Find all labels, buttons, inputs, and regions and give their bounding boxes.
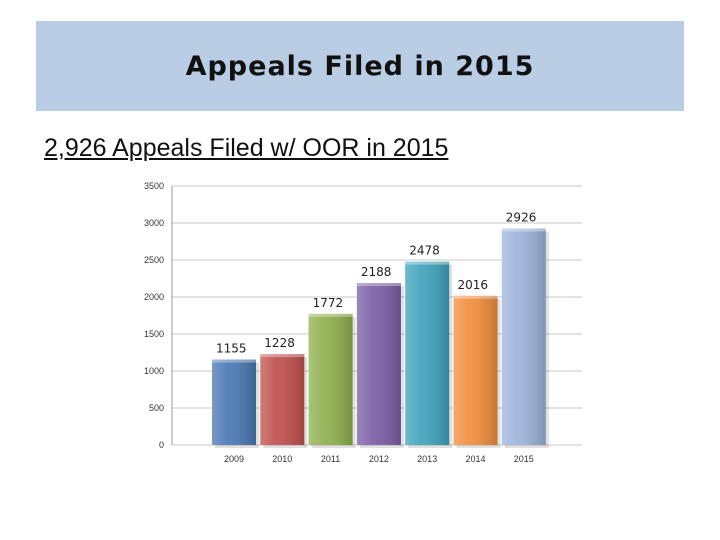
y-tick-label: 0	[159, 440, 164, 450]
bar-top-cap	[501, 228, 546, 232]
bar-highlight	[260, 354, 305, 445]
data-label: 2926	[506, 210, 537, 224]
y-tick-label: 1500	[144, 329, 164, 339]
x-tick-label: 2015	[514, 454, 534, 464]
x-tick-label: 2011	[321, 454, 340, 464]
y-tick-label: 2000	[144, 292, 164, 302]
bar-highlight	[405, 261, 450, 445]
bar-highlight	[453, 295, 498, 445]
bar-top-cap	[405, 261, 450, 265]
bar-highlight	[212, 359, 256, 445]
bar-top-cap	[308, 313, 353, 317]
y-tick-label: 2500	[144, 255, 164, 265]
data-label: 1155	[216, 342, 247, 356]
slide-subtitle: 2,926 Appeals Filed w/ OOR in 2015	[44, 134, 449, 162]
bar-top-cap	[260, 354, 305, 358]
slide-title: Appeals Filed in 2015	[185, 50, 535, 82]
bar-highlight	[356, 283, 401, 445]
bar-top-cap	[453, 295, 498, 299]
y-tick-label: 3000	[144, 218, 164, 228]
x-tick-label: 2010	[272, 454, 292, 464]
bar-top-cap	[212, 359, 256, 363]
bar-highlight	[501, 228, 546, 445]
bar-top-cap	[356, 283, 401, 287]
title-band: Appeals Filed in 2015	[36, 21, 684, 111]
bar-chart: 0 500 1000 1500 2000 2500 3000 3500 2009 1155 2010…	[144, 181, 582, 464]
data-label: 1772	[313, 296, 344, 310]
data-label: 2188	[361, 265, 392, 279]
y-tick-label: 1000	[144, 366, 164, 376]
x-tick-label: 2014	[465, 454, 485, 464]
data-label: 1228	[264, 336, 295, 350]
bar-highlight	[308, 313, 353, 445]
data-label: 2016	[458, 278, 489, 292]
y-tick-label: 3500	[144, 181, 164, 191]
x-tick-label: 2009	[224, 454, 244, 464]
data-label: 2478	[409, 244, 440, 258]
x-tick-label: 2012	[369, 454, 389, 464]
y-tick-label: 500	[149, 403, 164, 413]
x-tick-label: 2013	[417, 454, 437, 464]
